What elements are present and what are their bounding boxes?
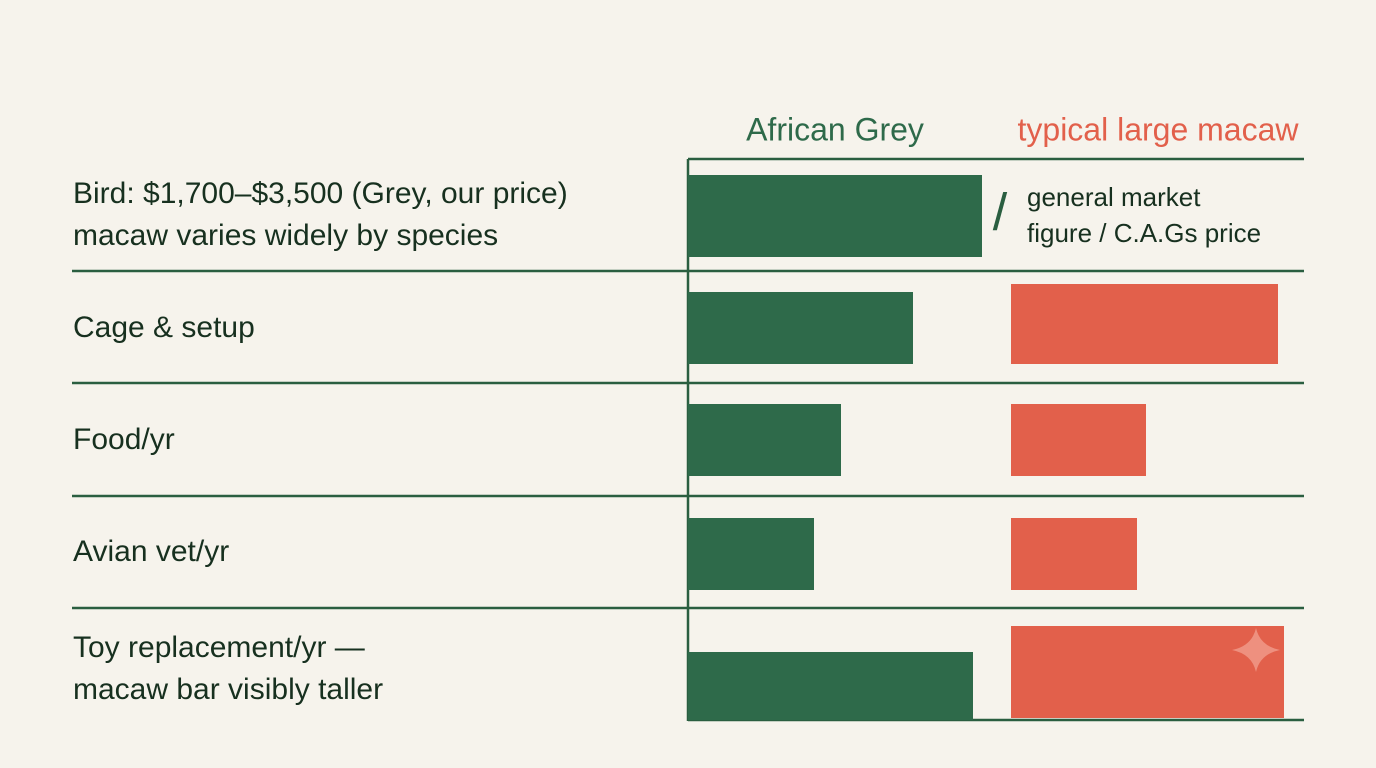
row-label: Toy replacement/yr — xyxy=(73,631,365,664)
legend-entry: typical large macaw xyxy=(1018,111,1300,147)
bar xyxy=(688,652,973,720)
legend-entry: African Grey xyxy=(746,111,924,147)
row-label: Cage & setup xyxy=(73,311,255,344)
row-label: macaw bar visibly taller xyxy=(73,673,383,706)
bar xyxy=(688,175,982,257)
bar xyxy=(1011,284,1278,364)
row-label: Food/yr xyxy=(73,423,175,456)
sparkle xyxy=(1232,628,1280,672)
row-label: macaw varies widely by species xyxy=(73,219,498,252)
annotation: figure / C.A.Gs price xyxy=(1027,218,1261,248)
bar xyxy=(688,404,841,476)
row-label: Bird: $1,700–$3,500 (Grey, our price) xyxy=(73,177,568,210)
row-label: Avian vet/yr xyxy=(73,535,229,568)
bar xyxy=(688,518,814,590)
bar xyxy=(1011,404,1146,476)
bar xyxy=(1011,626,1284,718)
bar xyxy=(1011,518,1137,590)
annotation-slash: / xyxy=(993,184,1008,242)
bar xyxy=(688,292,913,364)
annotation: general market xyxy=(1027,182,1201,212)
